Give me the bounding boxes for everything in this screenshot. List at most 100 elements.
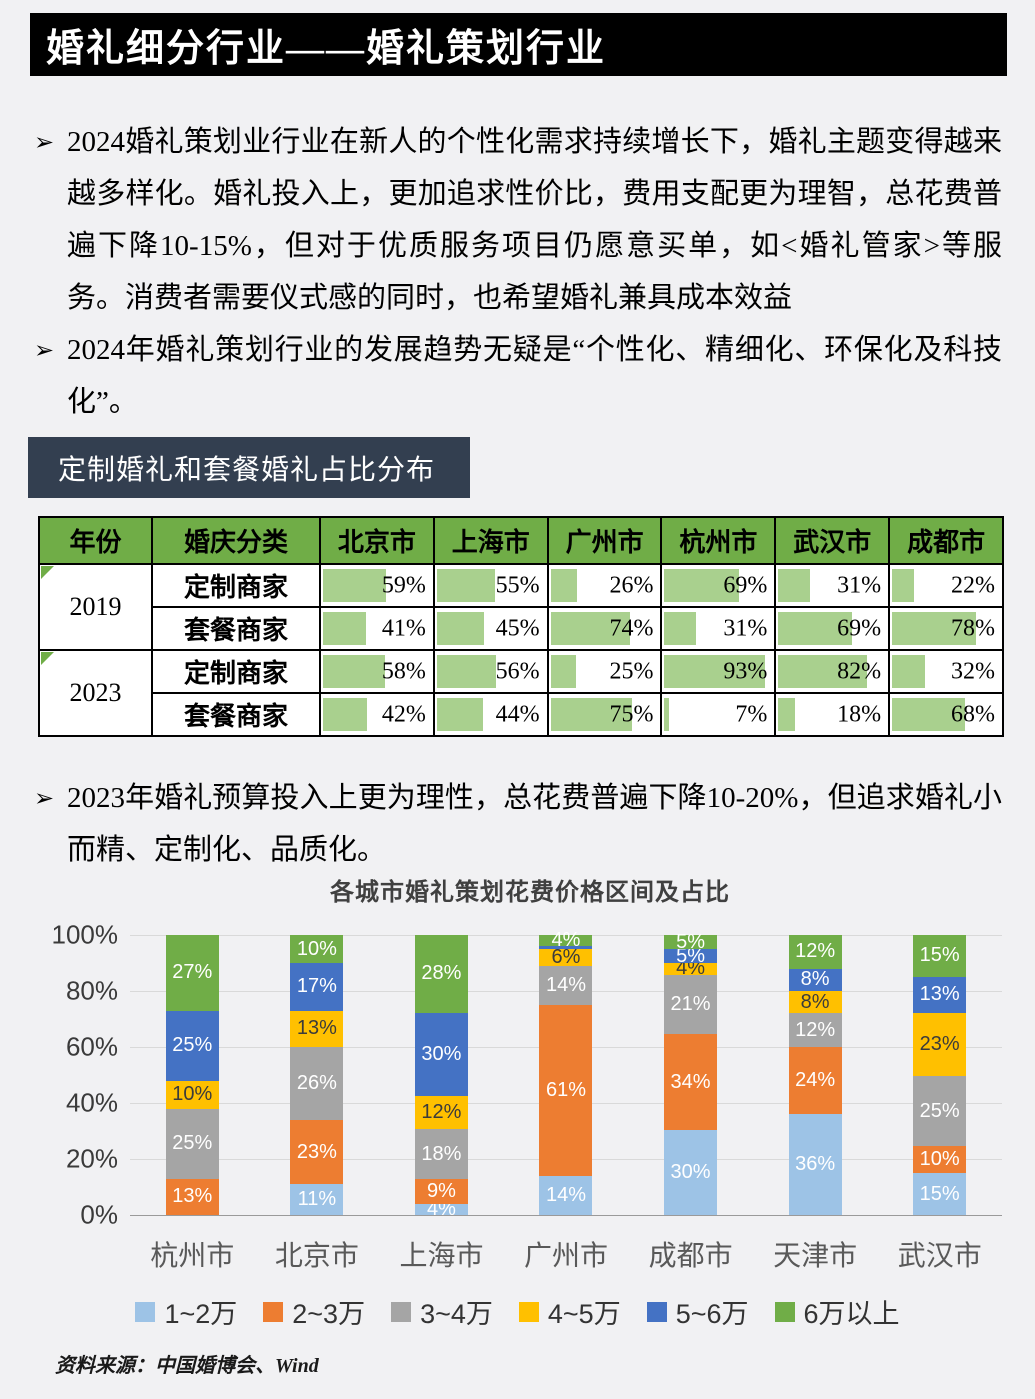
data-label: 27% bbox=[172, 961, 213, 984]
legend-label: 1~2万 bbox=[164, 1299, 238, 1329]
data-label: 9% bbox=[426, 1179, 456, 1202]
cell-value: 55% bbox=[495, 572, 540, 598]
cell-value: 69% bbox=[837, 615, 882, 641]
bar-segment: 23% bbox=[913, 1012, 967, 1077]
cell-value: 82% bbox=[837, 658, 882, 684]
bar-segment: 26% bbox=[290, 1047, 344, 1120]
percent-cell: 56% bbox=[432, 649, 549, 694]
x-axis-label: 成都市 bbox=[648, 1240, 733, 1271]
cell-bar bbox=[892, 655, 925, 688]
cell-value: 75% bbox=[609, 701, 654, 727]
bar-segment: 17% bbox=[290, 963, 344, 1011]
data-label: 13% bbox=[919, 983, 960, 1006]
percent-cell: 55% bbox=[432, 563, 549, 608]
legend-item: 1~2万 bbox=[135, 1292, 237, 1331]
column-header: 杭州市 bbox=[660, 516, 777, 565]
bullet-arrow-icon: ➢ bbox=[34, 336, 55, 364]
bullet-text: 2024年婚礼策划行业的发展趋势无疑是“个性化、精细化、环保化及科技化”。 bbox=[67, 334, 1002, 418]
bar-segment: 6% bbox=[539, 946, 593, 968]
bar-segment: 34% bbox=[664, 1034, 718, 1131]
table-row: 2019 定制商家 59% 55% 26% 69% 31% 22% bbox=[38, 563, 1004, 651]
x-axis-label: 北京市 bbox=[274, 1240, 359, 1271]
cell-bar bbox=[778, 612, 853, 645]
column-header: 成都市 bbox=[888, 516, 1004, 565]
data-label: 14% bbox=[545, 973, 586, 996]
y-tick-label: 100% bbox=[51, 919, 119, 950]
column-header: 上海市 bbox=[432, 516, 549, 565]
bullet-item: ➢ 2023年婚礼预算投入上更为理性，总花费普遍下降10-20%，但追求婚礼小而精… bbox=[34, 772, 1002, 876]
bar-segment: 21% bbox=[664, 974, 718, 1034]
bar-segment: 25% bbox=[165, 1010, 219, 1081]
data-label: 30% bbox=[670, 1161, 711, 1184]
cell-bar bbox=[892, 612, 977, 645]
column-header: 北京市 bbox=[319, 516, 435, 565]
cell-value: 32% bbox=[951, 658, 995, 684]
cell-bar bbox=[664, 612, 697, 645]
bar-segment: 10% bbox=[290, 935, 344, 964]
bar-segment: 8% bbox=[788, 990, 842, 1014]
percent-cell: 31% bbox=[660, 606, 777, 651]
legend-swatch bbox=[518, 1301, 539, 1322]
column-header: 广州市 bbox=[546, 516, 663, 565]
cell-bar bbox=[550, 569, 577, 602]
data-label: 61% bbox=[545, 1078, 586, 1101]
cell-value: 74% bbox=[609, 615, 654, 641]
bar-segment: 28% bbox=[414, 935, 468, 1013]
cell-value: 7% bbox=[735, 701, 768, 727]
cell-bar bbox=[892, 569, 914, 602]
legend-swatch bbox=[391, 1301, 412, 1322]
cell-value: 68% bbox=[951, 701, 995, 727]
stacked-bar: 14% 61% 14% 6% 4% bbox=[539, 929, 593, 1215]
percent-cell: 18% bbox=[774, 692, 891, 737]
table-row: 套餐商家 42% 44% 75% 7% 18% 68% bbox=[39, 692, 1004, 737]
bullet-arrow-icon: ➢ bbox=[34, 128, 55, 156]
legend-item: 2~3万 bbox=[263, 1292, 365, 1331]
data-label: 8% bbox=[800, 990, 830, 1013]
bars: 13% 25% 10% 25% 27% 11% 23% 26% 13% 17% 10% 4% 9% 18%… bbox=[130, 929, 1002, 1220]
data-label: 36% bbox=[795, 1153, 836, 1176]
cell-bar bbox=[436, 612, 485, 645]
data-label: 10% bbox=[919, 1148, 960, 1171]
legend-item: 4~5万 bbox=[518, 1292, 621, 1331]
y-axis-labels: 100% 80% 60% 40% 20% 0% bbox=[18, 920, 119, 1230]
distribution-table: 年份 婚庆分类 北京市 上海市 广州市 杭州市 武汉市 成都市 2019 定制商家 59% 55% 2… bbox=[38, 516, 1004, 737]
percent-cell: 59% bbox=[319, 563, 435, 608]
cell-value: 58% bbox=[381, 658, 426, 684]
bullet-arrow-icon: ➢ bbox=[34, 784, 55, 812]
category-cell: 定制商家 bbox=[151, 563, 321, 608]
data-label: 26% bbox=[296, 1071, 337, 1094]
data-label: 8% bbox=[800, 968, 830, 991]
data-label: 15% bbox=[919, 1182, 960, 1205]
bar-segment: 11% bbox=[290, 1184, 344, 1215]
bar-segment: 24% bbox=[788, 1047, 842, 1115]
cell-bar bbox=[550, 655, 576, 688]
cell-value: 45% bbox=[495, 615, 540, 641]
bar-segment: 27% bbox=[165, 935, 219, 1011]
cell-bar bbox=[778, 569, 810, 602]
bar-segment: 9% bbox=[414, 1178, 468, 1204]
bar-segment: 12% bbox=[788, 1013, 842, 1048]
data-label: 25% bbox=[919, 1099, 960, 1122]
data-label: 15% bbox=[919, 944, 960, 967]
bullet-item: ➢ 2024年婚礼策划行业的发展趋势无疑是“个性化、精细化、环保化及科技化”。 bbox=[34, 324, 1002, 428]
cell-value: 59% bbox=[381, 572, 426, 598]
data-label: 23% bbox=[296, 1140, 337, 1163]
cell-value: 31% bbox=[837, 572, 882, 598]
data-label: 14% bbox=[545, 1183, 586, 1206]
legend-item: 6万以上 bbox=[774, 1292, 900, 1331]
cell-bar bbox=[436, 655, 497, 688]
bar-segment: 10% bbox=[913, 1145, 967, 1174]
bar-segment: 25% bbox=[165, 1108, 219, 1179]
data-label: 10% bbox=[296, 937, 337, 960]
x-axis-label: 武汉市 bbox=[897, 1240, 982, 1271]
bar-segment: 30% bbox=[414, 1012, 468, 1096]
cell-value: 93% bbox=[723, 658, 768, 684]
chart-title: 各城市婚礼策划花费价格区间及占比 bbox=[330, 879, 730, 906]
cell-value: 41% bbox=[381, 615, 426, 641]
column-header: 婚庆分类 bbox=[151, 516, 321, 565]
year-cell: 2023 bbox=[38, 649, 153, 737]
x-axis-label: 广州市 bbox=[524, 1240, 609, 1271]
bullet-item: ➢ 2024婚礼策划业行业在新人的个性化需求持续增长下，婚礼主题变得越来越多样化。… bbox=[34, 116, 1002, 324]
category-cell: 定制商家 bbox=[151, 649, 321, 694]
bar-segment: 12% bbox=[414, 1095, 468, 1130]
